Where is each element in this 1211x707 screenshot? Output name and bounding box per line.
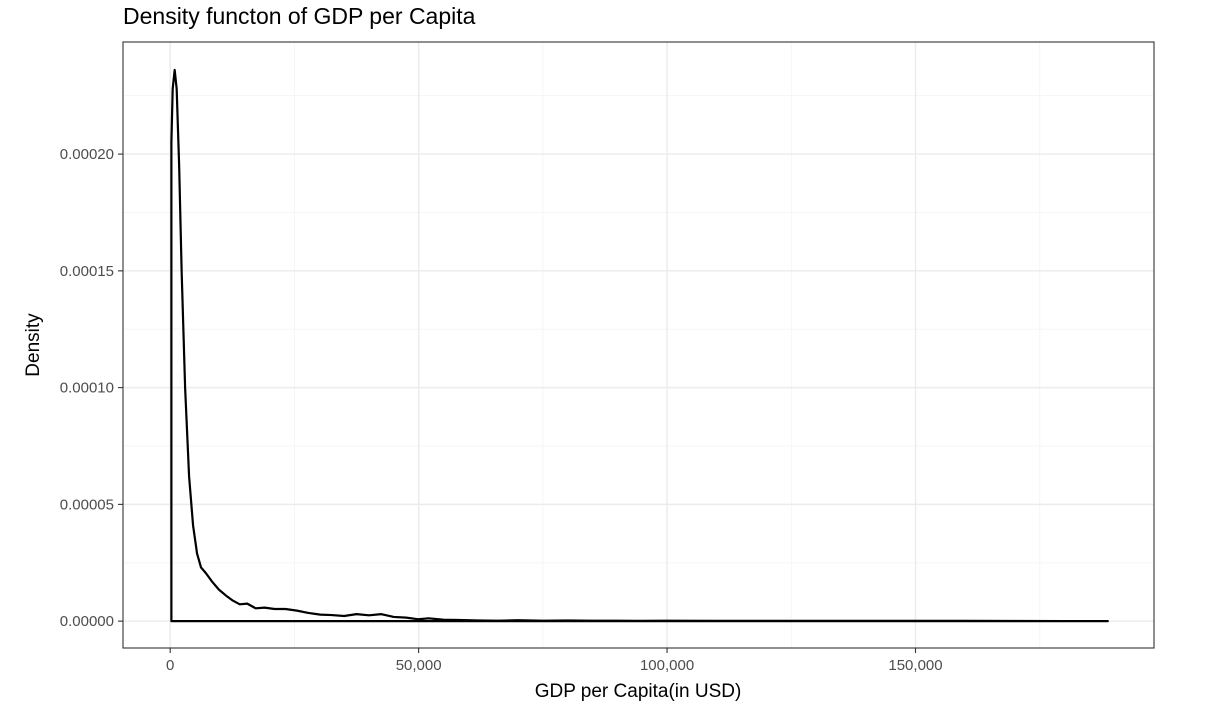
x-tick-label: 0 — [166, 657, 174, 674]
x-axis-ticks: 0 50,000 100,000 150,000 — [166, 648, 943, 674]
density-curve-series — [170, 68, 1109, 623]
y-axis-ticks: 0.00000 0.00005 0.00010 0.00015 0.00020 — [60, 146, 123, 630]
y-tick-label: 0.00005 — [60, 496, 114, 513]
plot-panel-background — [123, 42, 1154, 648]
x-tick-label: 50,000 — [396, 657, 442, 674]
y-tick-label: 0.00000 — [60, 613, 114, 630]
x-axis-title: GDP per Capita(in USD) — [535, 681, 742, 702]
y-tick-label: 0.00015 — [60, 263, 114, 280]
x-tick-label: 100,000 — [640, 657, 694, 674]
y-tick-label: 0.00020 — [60, 146, 114, 163]
x-tick-label: 150,000 — [888, 657, 942, 674]
chart-title: Density functon of GDP per Capita — [123, 3, 476, 29]
minor-gridlines — [123, 42, 1154, 648]
plot-panel-border — [122, 41, 1155, 649]
y-axis-title: Density — [23, 313, 44, 377]
y-tick-label: 0.00010 — [60, 380, 114, 397]
